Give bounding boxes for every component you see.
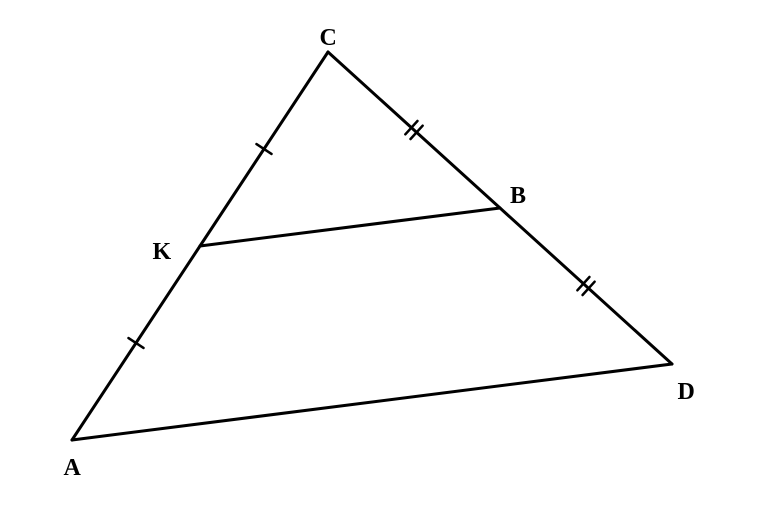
label-K: K (153, 239, 172, 266)
label-B: B (510, 183, 526, 210)
label-A: A (64, 455, 81, 482)
label-C: C (320, 25, 337, 52)
triangle-diagram (0, 0, 770, 516)
label-D: D (678, 379, 695, 406)
